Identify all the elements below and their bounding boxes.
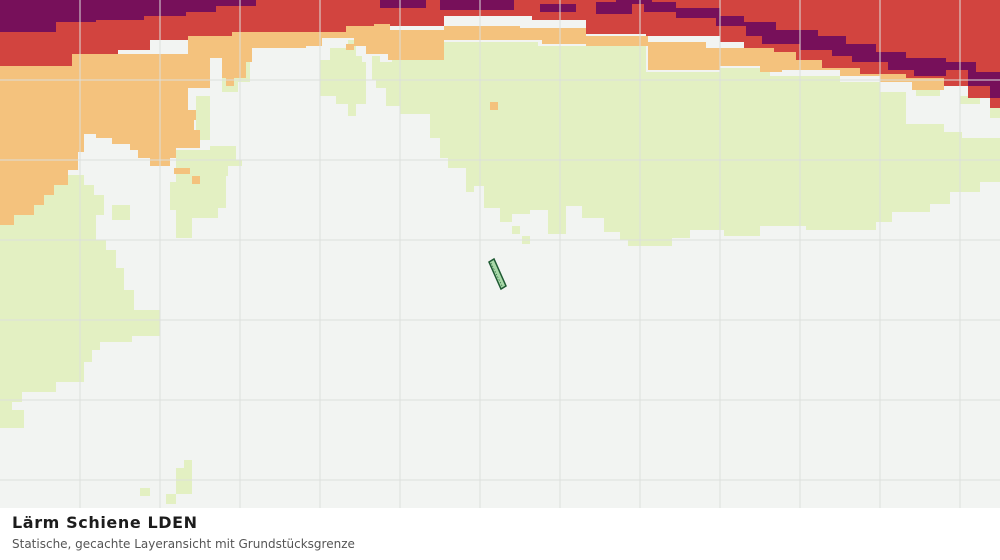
map-view[interactable] [0, 0, 1000, 508]
map-caption: Lärm Schiene LDEN Statische, gecachte La… [0, 508, 1000, 560]
map-subtitle: Statische, gecachte Layeransicht mit Gru… [12, 537, 355, 551]
map-canvas[interactable] [0, 0, 1000, 508]
map-grid [0, 0, 1000, 508]
noise-band-highest [0, 0, 1000, 98]
parcel-outline[interactable] [488, 257, 507, 291]
parcel-boundary[interactable] [488, 257, 507, 291]
map-title: Lärm Schiene LDEN [12, 513, 198, 532]
